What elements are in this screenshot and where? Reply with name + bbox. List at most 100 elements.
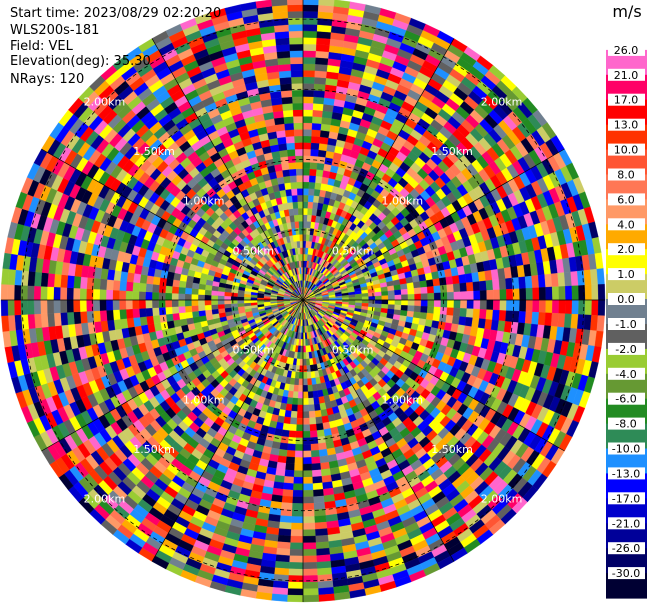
velocity-cell <box>295 168 304 176</box>
velocity-cell <box>47 273 56 288</box>
velocity-cell <box>315 50 330 59</box>
velocity-cell <box>292 391 299 399</box>
velocity-cell <box>320 409 328 417</box>
velocity-cell <box>311 456 321 465</box>
velocity-cell <box>191 305 199 312</box>
velocity-cell <box>479 299 487 310</box>
velocity-cell <box>40 272 49 287</box>
velocity-cell <box>544 312 553 327</box>
velocity-cell <box>319 136 329 145</box>
velocity-cell <box>499 289 507 301</box>
velocity-cell <box>401 294 409 301</box>
velocity-cell <box>165 306 173 315</box>
velocity-cell <box>300 247 304 255</box>
velocity-cell <box>105 289 114 301</box>
velocity-cell <box>400 283 408 290</box>
velocity-cell <box>294 450 304 458</box>
velocity-cell <box>276 50 291 59</box>
velocity-cell <box>280 90 293 98</box>
velocity-cell <box>132 299 140 310</box>
velocity-cell <box>278 521 292 530</box>
velocity-cell <box>73 299 81 313</box>
velocity-cell <box>237 296 245 301</box>
velocity-cell <box>313 495 325 504</box>
velocity-cell <box>319 455 329 464</box>
velocity-cell <box>361 299 369 304</box>
velocity-cell <box>302 37 317 45</box>
velocity-cell <box>40 313 49 328</box>
velocity-cell <box>211 308 219 315</box>
velocity-cell <box>309 417 317 425</box>
velocity-cell <box>158 299 166 308</box>
velocity-cell <box>276 44 291 53</box>
velocity-cell <box>302 548 317 557</box>
velocity-cell <box>297 404 304 412</box>
velocity-cell <box>282 489 294 497</box>
velocity-cell <box>73 275 82 289</box>
velocity-cell <box>230 299 238 304</box>
velocity-cell <box>302 470 313 478</box>
velocity-cells <box>0 0 606 603</box>
velocity-cell <box>486 299 494 311</box>
velocity-cell <box>204 309 213 316</box>
velocity-cell <box>145 291 153 301</box>
velocity-cell <box>106 279 114 291</box>
velocity-cell <box>537 312 546 326</box>
velocity-cell <box>440 299 448 308</box>
velocity-cell <box>453 307 461 317</box>
velocity-cell <box>361 292 369 298</box>
velocity-cell <box>291 503 304 511</box>
velocity-cell <box>289 548 304 557</box>
velocity-cell <box>164 299 173 308</box>
velocity-cell <box>299 234 304 242</box>
velocity-cell <box>306 365 311 373</box>
velocity-cell <box>302 234 307 242</box>
velocity-cell <box>571 299 579 315</box>
velocity-cell <box>164 292 173 301</box>
velocity-cell <box>380 286 389 292</box>
velocity-cell <box>302 568 318 576</box>
velocity-cell <box>146 315 155 325</box>
velocity-cell <box>302 476 313 484</box>
velocity-cell <box>291 76 304 84</box>
velocity-cell <box>279 442 289 451</box>
velocity-cell <box>279 76 292 85</box>
velocity-cell <box>59 287 68 301</box>
velocity-cell <box>298 221 304 229</box>
velocity-cell <box>210 295 218 301</box>
velocity-cell <box>302 227 307 235</box>
velocity-cell <box>60 274 69 288</box>
velocity-cell <box>302 89 315 97</box>
velocity-cell <box>414 293 422 301</box>
velocity-cell <box>66 275 75 289</box>
velocity-cell <box>112 309 121 321</box>
velocity-cell <box>479 309 487 320</box>
velocity-cell <box>439 277 447 286</box>
velocity-cell <box>302 161 311 170</box>
velocity-cell <box>284 122 295 131</box>
velocity-cell <box>106 309 114 321</box>
velocity-cell <box>46 286 55 301</box>
velocity-cell <box>293 463 304 471</box>
velocity-cell <box>558 299 566 314</box>
velocity-cell <box>289 168 297 177</box>
velocity-cell <box>420 293 428 301</box>
velocity-cell <box>309 430 318 438</box>
velocity-cell <box>288 208 295 216</box>
velocity-cell <box>288 562 304 570</box>
velocity-cell <box>93 310 101 323</box>
velocity-cell <box>79 311 88 324</box>
velocity-cell <box>400 288 409 295</box>
velocity-cell <box>171 299 179 308</box>
velocity-cell <box>381 295 389 301</box>
velocity-cell <box>571 285 579 301</box>
velocity-cell <box>290 522 304 530</box>
velocity-cell <box>286 450 296 458</box>
velocity-cell <box>302 155 311 163</box>
velocity-cell <box>278 70 292 79</box>
velocity-cell <box>302 168 311 176</box>
velocity-cell <box>557 313 566 328</box>
velocity-cell <box>294 142 304 150</box>
velocity-cell <box>158 292 166 301</box>
velocity-cell <box>297 201 304 209</box>
